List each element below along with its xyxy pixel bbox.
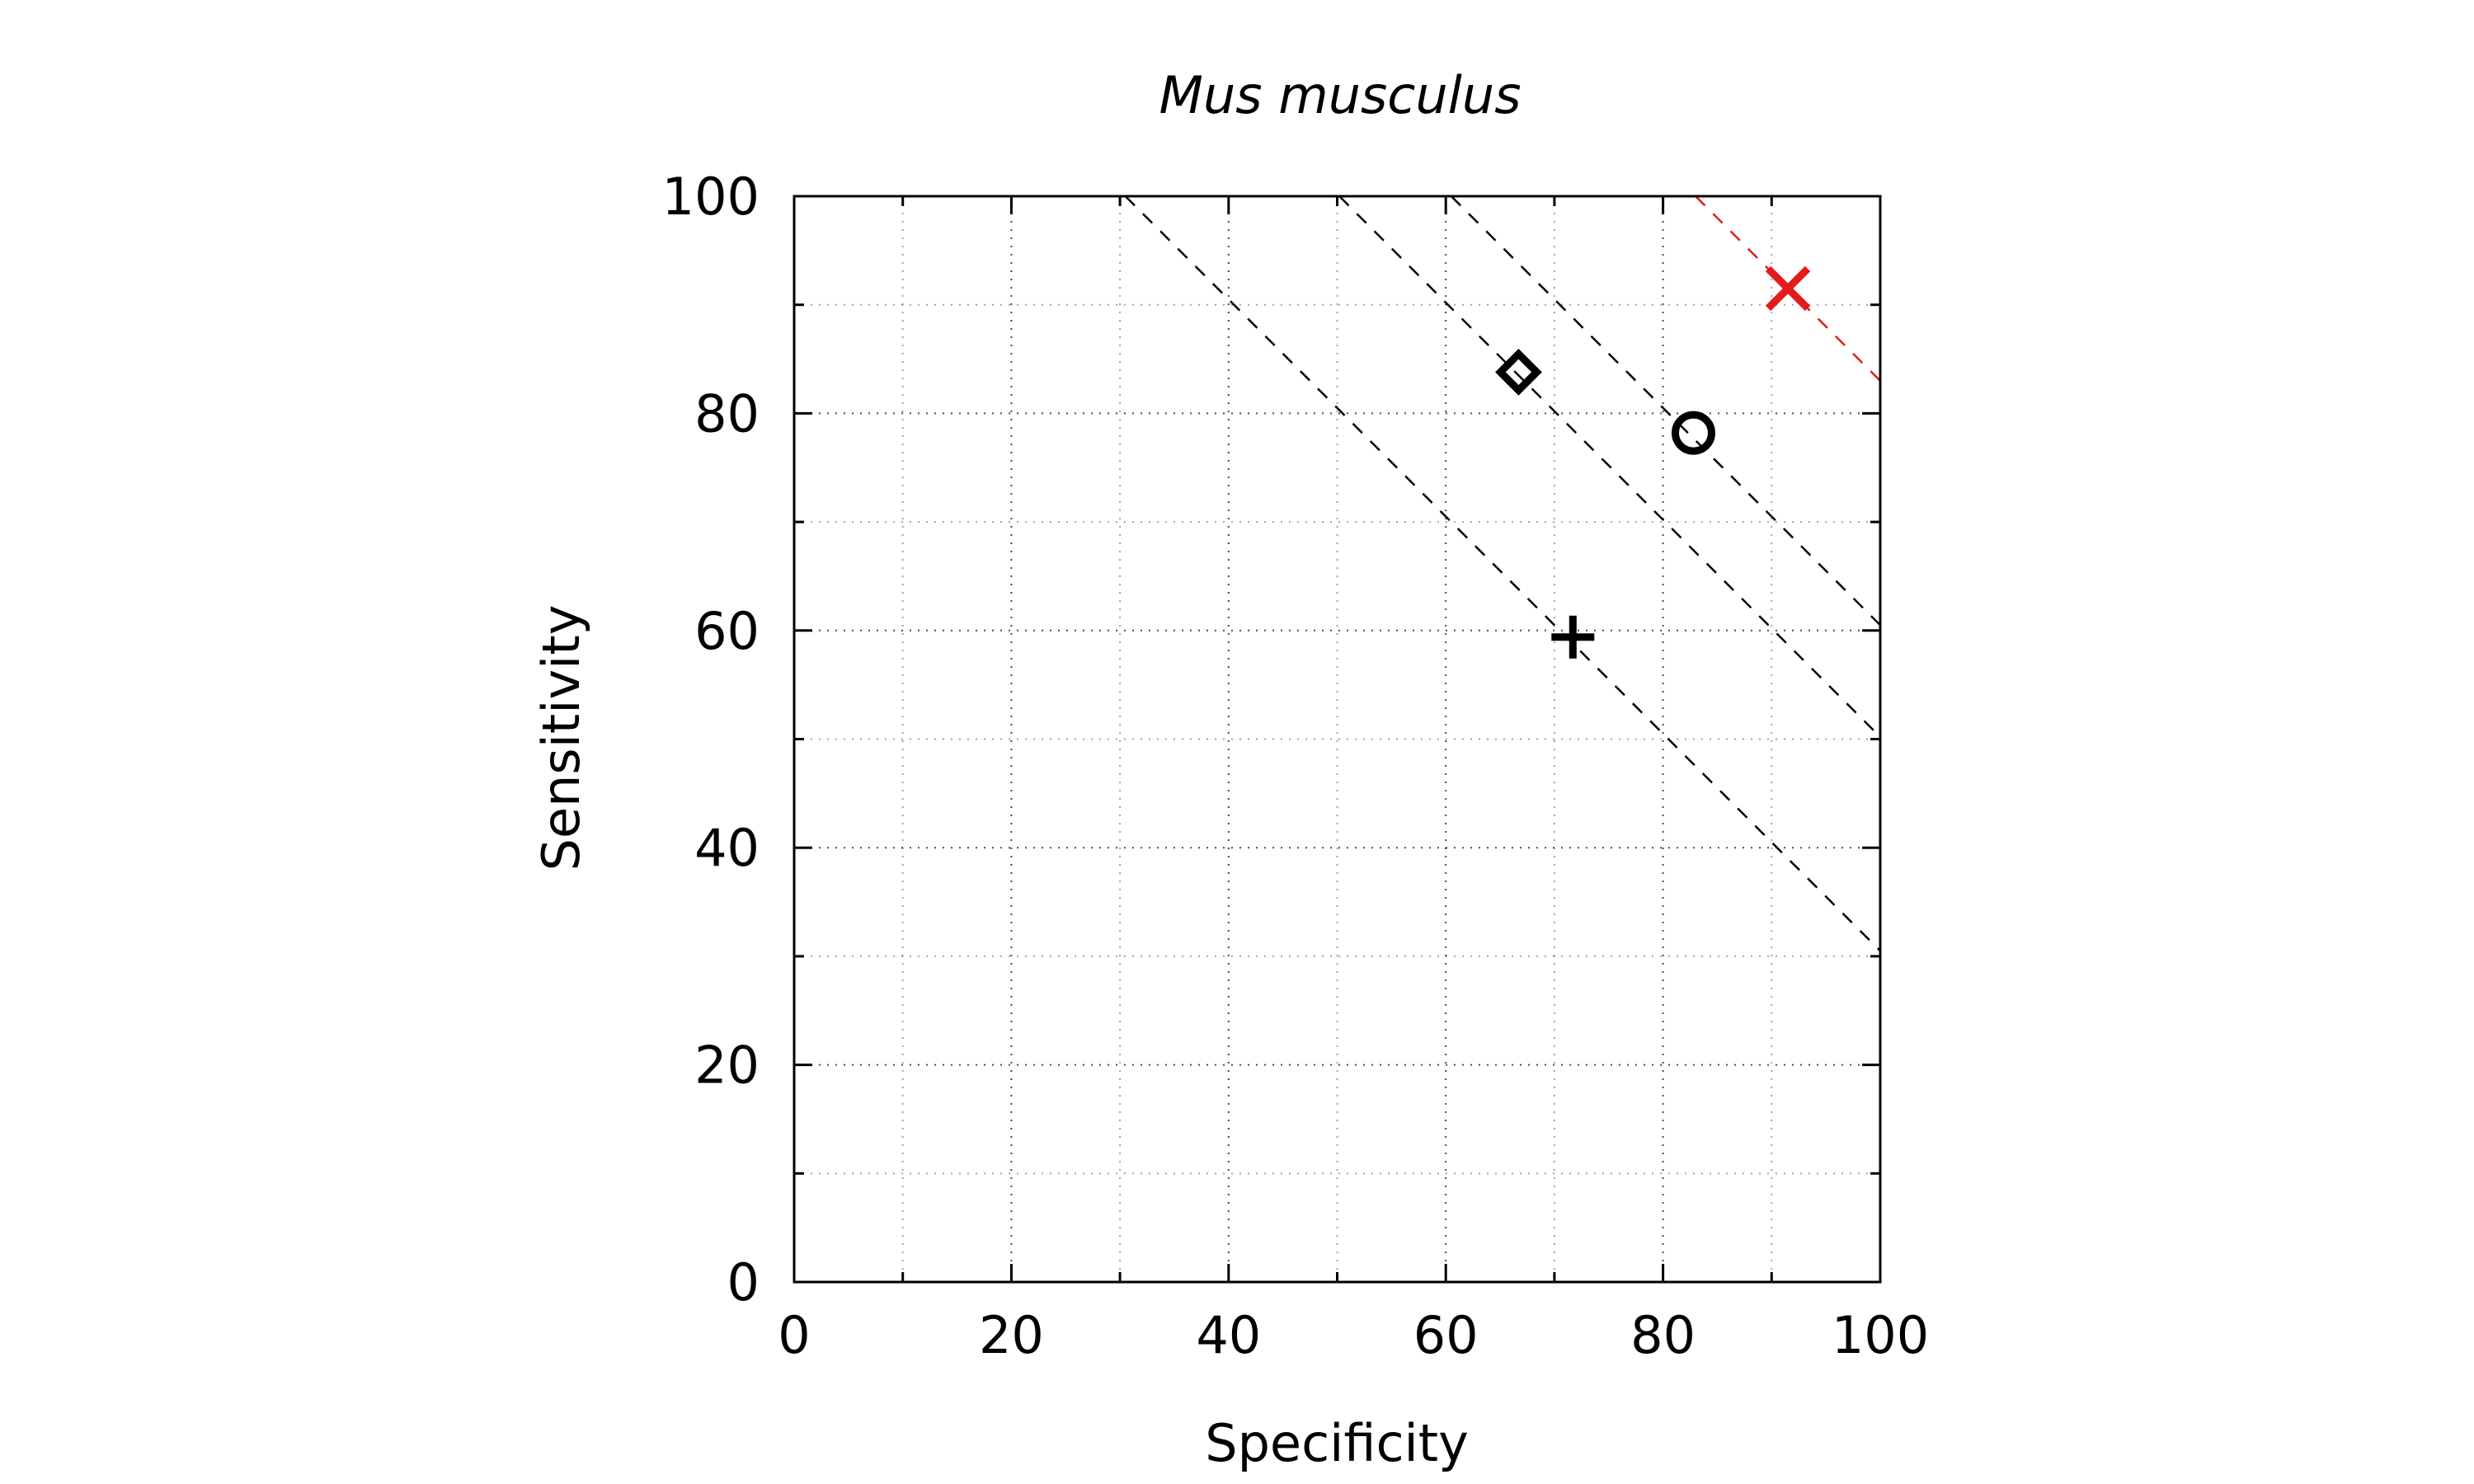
y-tick-labels: 0 20 40 60 80 100 — [662, 167, 760, 1313]
y-tick-label: 40 — [694, 818, 760, 878]
plot-frame — [793, 195, 1882, 1284]
tick-marks — [794, 196, 1880, 1282]
x-tick-label: 60 — [1413, 1305, 1479, 1365]
y-tick-label: 100 — [662, 167, 760, 227]
x-tick-label: 80 — [1630, 1305, 1696, 1365]
y-tick-label: 0 — [727, 1252, 760, 1313]
x-tick-label: 20 — [979, 1305, 1044, 1365]
y-tick-label: 80 — [694, 383, 760, 444]
x-tick-labels: 0 20 40 60 80 100 — [778, 1305, 1929, 1365]
y-axis-label: Sensitivity — [531, 605, 591, 871]
reference-line — [1124, 195, 1881, 952]
reference-line — [1450, 195, 1881, 627]
x-axis-label: Specificity — [1205, 1413, 1469, 1473]
reference-lines — [1124, 195, 1881, 952]
x-tick-label: 100 — [1832, 1305, 1929, 1365]
data-point-circle — [1671, 411, 1715, 455]
x-tick-label: 0 — [778, 1305, 810, 1365]
data-point-plus — [1551, 615, 1595, 659]
reference-line — [1338, 195, 1881, 738]
y-tick-label: 20 — [694, 1036, 760, 1096]
x-tick-label: 40 — [1196, 1305, 1261, 1365]
chart-title: Mus musculus — [1159, 65, 1522, 125]
grid-lines — [794, 196, 1880, 1282]
data-point-cross — [1765, 265, 1811, 312]
data-points — [1495, 265, 1811, 659]
data-point-diamond — [1495, 348, 1542, 396]
y-tick-label: 60 — [694, 601, 760, 661]
